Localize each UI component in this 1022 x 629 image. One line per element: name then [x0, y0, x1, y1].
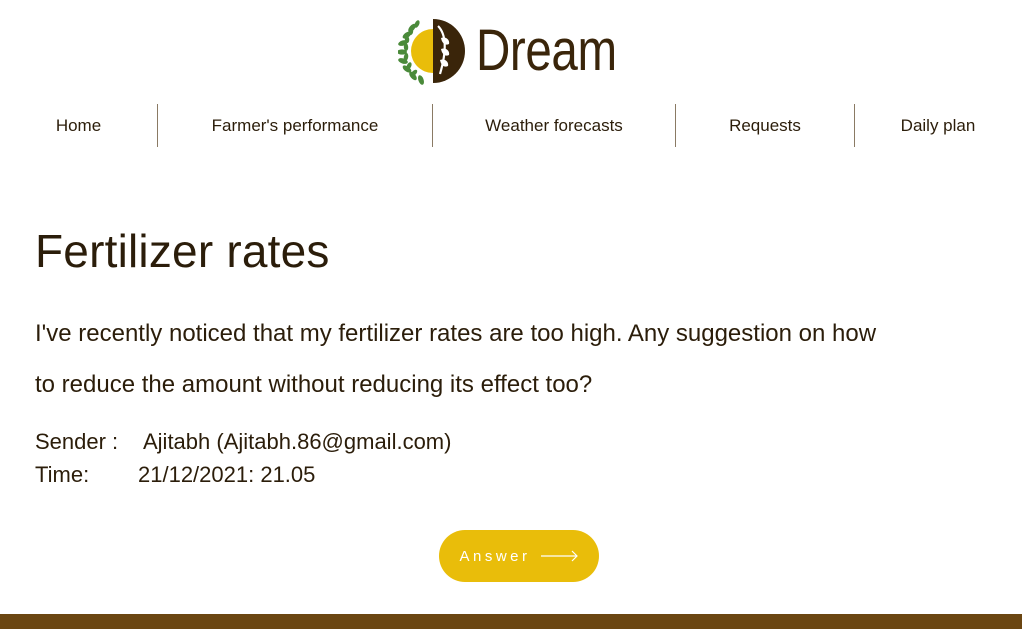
nav-divider	[675, 104, 676, 147]
nav-item-farmers-performance[interactable]: Farmer's performance	[211, 115, 379, 135]
main-nav: Home Farmer's performance Weather foreca…	[0, 104, 1022, 147]
answer-button[interactable]: Answer	[439, 530, 599, 582]
nav-divider	[157, 104, 158, 147]
nav-divider	[854, 104, 855, 147]
nav-item-daily-plan[interactable]: Daily plan	[900, 115, 976, 135]
brand-name: Dream	[476, 18, 617, 83]
dream-logo-icon	[398, 19, 465, 85]
sender-value: Ajitabh (Ajitabh.86@gmail.com)	[143, 429, 452, 454]
page-title: Fertilizer rates	[35, 225, 330, 277]
footer-bar	[0, 614, 1022, 629]
arrow-right-icon	[540, 550, 578, 562]
request-message: I've recently noticed that my fertilizer…	[35, 320, 877, 398]
nav-item-home[interactable]: Home	[55, 115, 102, 135]
time-value: 21/12/2021: 21.05	[138, 462, 316, 487]
nav-item-requests[interactable]: Requests	[729, 115, 801, 135]
time-row: Time: 21/12/2021: 21.05	[35, 458, 451, 491]
nav-divider	[432, 104, 433, 147]
sender-row: Sender : Ajitabh (Ajitabh.86@gmail.com)	[35, 425, 451, 458]
brand-logo[interactable]: Dream	[398, 16, 648, 86]
answer-button-label: Answer	[459, 547, 531, 565]
sender-label: Sender :	[35, 429, 119, 454]
time-label: Time:	[35, 462, 90, 487]
request-meta: Sender : Ajitabh (Ajitabh.86@gmail.com) …	[35, 425, 451, 491]
nav-item-weather-forecasts[interactable]: Weather forecasts	[485, 115, 623, 135]
